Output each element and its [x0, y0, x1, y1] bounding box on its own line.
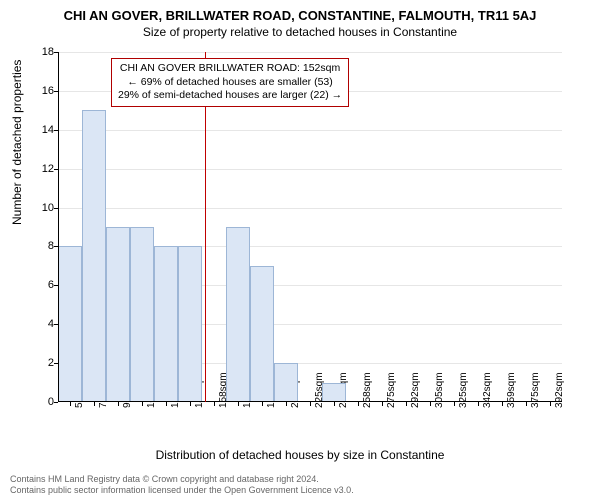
- chart-title: CHI AN GOVER, BRILLWATER ROAD, CONSTANTI…: [0, 0, 600, 23]
- histogram-bar: [274, 363, 298, 402]
- ytick-label: 16: [30, 85, 54, 97]
- annotation-line3: 29% of semi-detached houses are larger (…: [118, 89, 342, 103]
- xtick-mark: [358, 402, 359, 406]
- xtick-mark: [166, 402, 167, 406]
- gridline: [58, 52, 562, 53]
- xtick-mark: [238, 402, 239, 406]
- footer-line1: Contains HM Land Registry data © Crown c…: [10, 474, 354, 485]
- xtick-mark: [406, 402, 407, 406]
- ytick-label: 12: [30, 163, 54, 175]
- ytick-label: 14: [30, 124, 54, 136]
- annotation-line1: CHI AN GOVER BRILLWATER ROAD: 152sqm: [118, 62, 342, 76]
- xtick-label: 275sqm: [386, 372, 397, 408]
- chart-subtitle: Size of property relative to detached ho…: [0, 23, 600, 39]
- ytick-label: 4: [30, 318, 54, 330]
- gridline: [58, 208, 562, 209]
- annotation-line2: ← 69% of detached houses are smaller (53…: [118, 76, 342, 90]
- xtick-mark: [286, 402, 287, 406]
- ytick-label: 6: [30, 279, 54, 291]
- xtick-mark: [382, 402, 383, 406]
- xtick-label: 305sqm: [434, 372, 445, 408]
- xtick-mark: [118, 402, 119, 406]
- ytick-mark: [54, 402, 58, 403]
- x-axis-label: Distribution of detached houses by size …: [0, 448, 600, 462]
- xtick-mark: [190, 402, 191, 406]
- footer-text: Contains HM Land Registry data © Crown c…: [10, 474, 354, 496]
- xtick-label: 359sqm: [506, 372, 517, 408]
- ytick-label: 18: [30, 46, 54, 58]
- ytick-label: 2: [30, 357, 54, 369]
- gridline: [58, 130, 562, 131]
- x-axis-line: [58, 401, 562, 402]
- footer-line2: Contains public sector information licen…: [10, 485, 354, 496]
- xtick-label: 258sqm: [362, 372, 373, 408]
- histogram-bar: [58, 246, 82, 402]
- gridline: [58, 169, 562, 170]
- histogram-bar: [130, 227, 154, 402]
- histogram-bar: [178, 246, 202, 402]
- xtick-mark: [142, 402, 143, 406]
- xtick-label: 292sqm: [410, 372, 421, 408]
- xtick-mark: [94, 402, 95, 406]
- xtick-mark: [334, 402, 335, 406]
- xtick-mark: [214, 402, 215, 406]
- xtick-mark: [430, 402, 431, 406]
- xtick-mark: [502, 402, 503, 406]
- xtick-label: 325sqm: [458, 372, 469, 408]
- xtick-mark: [478, 402, 479, 406]
- histogram-bar: [322, 383, 346, 402]
- plot-area: 02468101214161858sqm75sqm91sqm108sqm125s…: [58, 52, 562, 402]
- ytick-label: 8: [30, 240, 54, 252]
- histogram-bar: [106, 227, 130, 402]
- histogram-bar: [226, 227, 250, 402]
- xtick-mark: [550, 402, 551, 406]
- xtick-label: 392sqm: [554, 372, 565, 408]
- y-axis-line: [58, 52, 59, 402]
- chart-container: CHI AN GOVER, BRILLWATER ROAD, CONSTANTI…: [0, 0, 600, 500]
- ytick-label: 0: [30, 396, 54, 408]
- y-axis-label: Number of detached properties: [10, 60, 24, 225]
- histogram-bar: [154, 246, 178, 402]
- histogram-bar: [250, 266, 274, 402]
- annotation-box: CHI AN GOVER BRILLWATER ROAD: 152sqm ← 6…: [111, 58, 349, 107]
- xtick-mark: [262, 402, 263, 406]
- xtick-mark: [454, 402, 455, 406]
- xtick-mark: [70, 402, 71, 406]
- histogram-bar: [82, 110, 106, 402]
- xtick-mark: [526, 402, 527, 406]
- xtick-mark: [310, 402, 311, 406]
- xtick-label: 375sqm: [530, 372, 541, 408]
- ytick-label: 10: [30, 202, 54, 214]
- xtick-label: 342sqm: [482, 372, 493, 408]
